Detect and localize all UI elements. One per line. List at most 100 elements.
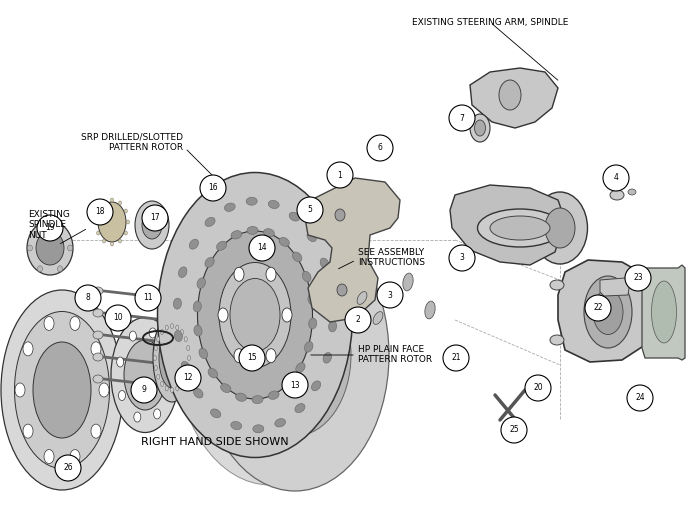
Polygon shape (305, 178, 400, 322)
Ellipse shape (230, 278, 280, 352)
Text: 17: 17 (150, 213, 160, 222)
Ellipse shape (174, 298, 181, 309)
Ellipse shape (211, 409, 220, 418)
Ellipse shape (130, 331, 136, 341)
Text: 2: 2 (356, 316, 360, 325)
Ellipse shape (550, 335, 564, 345)
Ellipse shape (184, 336, 188, 342)
Text: 22: 22 (594, 303, 603, 313)
Ellipse shape (317, 324, 328, 337)
Circle shape (239, 345, 265, 371)
Ellipse shape (328, 321, 337, 332)
Circle shape (37, 215, 63, 241)
Ellipse shape (268, 391, 279, 400)
Ellipse shape (171, 387, 174, 392)
Ellipse shape (628, 189, 636, 195)
Ellipse shape (157, 374, 160, 379)
Ellipse shape (234, 267, 244, 281)
Ellipse shape (67, 245, 73, 251)
Ellipse shape (490, 216, 550, 240)
Circle shape (443, 345, 469, 371)
Ellipse shape (134, 412, 141, 422)
Text: 15: 15 (247, 353, 257, 362)
Text: 12: 12 (183, 374, 192, 382)
Text: 19: 19 (46, 223, 55, 233)
Ellipse shape (181, 381, 183, 386)
Ellipse shape (266, 349, 276, 363)
Ellipse shape (335, 209, 345, 221)
Circle shape (142, 205, 168, 231)
Circle shape (327, 162, 353, 188)
Ellipse shape (470, 114, 490, 142)
Circle shape (525, 375, 551, 401)
Ellipse shape (246, 197, 257, 205)
Ellipse shape (357, 292, 367, 304)
Ellipse shape (312, 381, 321, 391)
Ellipse shape (193, 388, 203, 398)
Polygon shape (642, 265, 685, 360)
Text: SRP DRILLED/SLOTTED
PATTERN ROTOR: SRP DRILLED/SLOTTED PATTERN ROTOR (81, 133, 183, 152)
Ellipse shape (125, 231, 127, 235)
Circle shape (87, 199, 113, 225)
Polygon shape (470, 68, 558, 128)
Circle shape (55, 455, 81, 481)
Text: 26: 26 (63, 464, 73, 472)
Ellipse shape (36, 231, 64, 265)
Ellipse shape (304, 342, 313, 352)
Text: HP PLAIN FACE
PATTERN ROTOR: HP PLAIN FACE PATTERN ROTOR (358, 345, 432, 364)
Ellipse shape (154, 346, 158, 351)
Ellipse shape (239, 274, 351, 436)
Ellipse shape (157, 336, 160, 342)
Ellipse shape (284, 380, 293, 389)
Ellipse shape (124, 340, 166, 410)
Ellipse shape (275, 418, 286, 427)
Ellipse shape (234, 349, 244, 363)
Circle shape (175, 365, 201, 391)
Ellipse shape (263, 229, 274, 237)
Ellipse shape (373, 312, 383, 324)
Circle shape (249, 235, 275, 261)
Ellipse shape (135, 201, 169, 249)
Ellipse shape (307, 232, 316, 242)
Ellipse shape (181, 361, 190, 372)
Ellipse shape (158, 173, 353, 458)
Circle shape (345, 307, 371, 333)
Ellipse shape (91, 424, 101, 438)
Ellipse shape (194, 325, 202, 336)
Ellipse shape (98, 202, 126, 242)
Ellipse shape (27, 245, 32, 251)
Ellipse shape (111, 242, 113, 246)
Ellipse shape (189, 239, 199, 249)
Ellipse shape (181, 330, 183, 334)
Ellipse shape (253, 425, 264, 433)
Text: 5: 5 (307, 206, 312, 214)
Text: SEE ASSEMBLY
INSTRUCTIONS: SEE ASSEMBLY INSTRUCTIONS (358, 248, 425, 267)
Ellipse shape (236, 393, 246, 401)
Circle shape (627, 385, 653, 411)
Polygon shape (600, 278, 630, 296)
Ellipse shape (550, 280, 564, 290)
Text: 8: 8 (85, 294, 90, 302)
Ellipse shape (15, 383, 25, 397)
Ellipse shape (268, 201, 279, 209)
Ellipse shape (160, 381, 164, 386)
Ellipse shape (118, 390, 125, 401)
Text: 13: 13 (290, 381, 300, 389)
Ellipse shape (1, 290, 123, 490)
Ellipse shape (302, 271, 311, 282)
Ellipse shape (201, 219, 389, 491)
Ellipse shape (337, 284, 347, 296)
Ellipse shape (231, 231, 241, 239)
Ellipse shape (99, 383, 109, 397)
Ellipse shape (499, 80, 521, 110)
Ellipse shape (93, 287, 103, 295)
Ellipse shape (187, 346, 190, 351)
Ellipse shape (167, 383, 174, 393)
Ellipse shape (38, 224, 43, 230)
Ellipse shape (219, 263, 291, 367)
Ellipse shape (593, 290, 623, 334)
Ellipse shape (247, 227, 258, 235)
Text: 3: 3 (460, 253, 464, 263)
Ellipse shape (184, 374, 188, 379)
Ellipse shape (118, 201, 122, 205)
